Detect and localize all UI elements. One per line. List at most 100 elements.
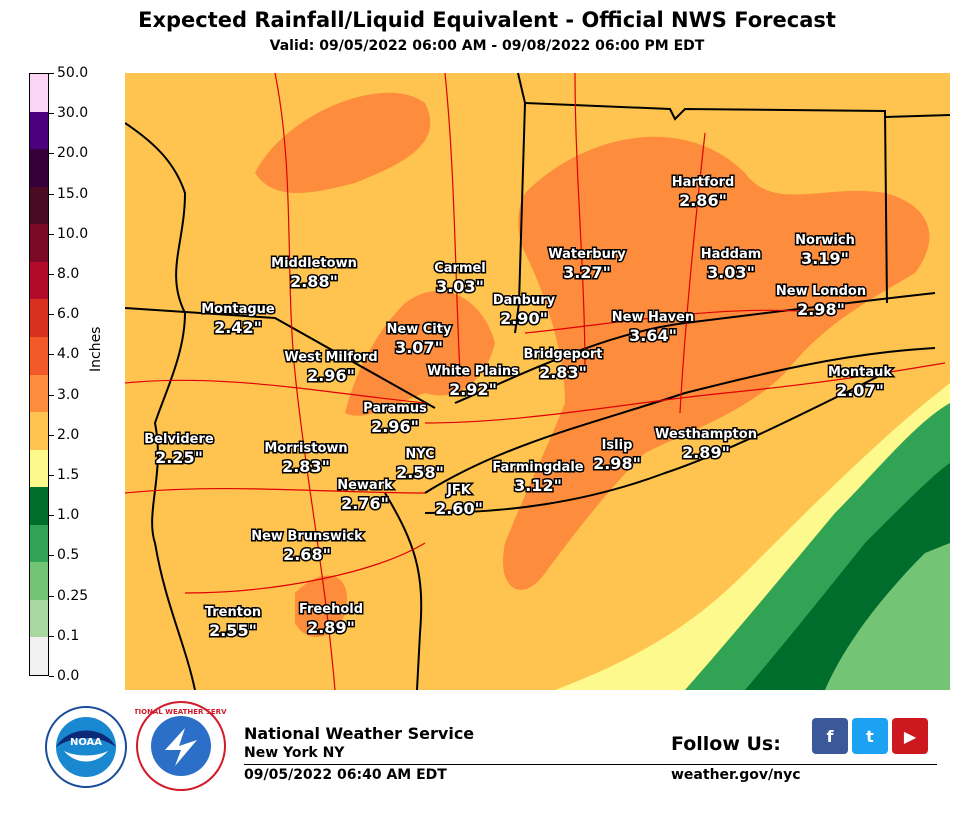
colorbar-tick-label: 0.0 [57, 668, 80, 684]
station-value: 2.42" [214, 318, 262, 337]
colorbar-tick-label: 50.0 [57, 65, 89, 81]
station-name: Trenton [205, 605, 261, 620]
follow-us-label: Follow Us: [671, 733, 781, 755]
colorbar-tick-label: 30.0 [57, 105, 89, 121]
issued-time: 09/05/2022 06:40 AM EDT [244, 767, 447, 783]
youtube-icon[interactable]: ▶ [892, 718, 928, 754]
colorbar-tick [49, 274, 54, 275]
station-name: New City [387, 322, 452, 337]
station-name: Middletown [271, 256, 357, 271]
agency-name: National Weather Service [244, 724, 475, 743]
colorbar-tick [49, 555, 54, 556]
colorbar-tick-label: 0.5 [57, 547, 80, 563]
heavy-rain-zone-ct [503, 136, 930, 590]
colorbar-tick-label: 15.0 [57, 186, 89, 202]
ny-ct-border [514, 73, 527, 334]
station-value: 2.68" [283, 545, 331, 564]
station-value: 2.89" [682, 443, 730, 462]
interstate-roads [125, 73, 946, 690]
station-value: 2.98" [593, 454, 641, 473]
noaa-logo[interactable]: NOAA [44, 705, 128, 789]
nws-logo[interactable]: NATIONAL WEATHER SERVICE [135, 700, 227, 792]
station-name: Montague [201, 302, 275, 317]
twitter-icon[interactable]: t [852, 718, 888, 754]
colorbar-segment [30, 562, 48, 600]
colorbar-tick-label: 0.1 [57, 628, 80, 644]
station-value: 2.89" [307, 618, 355, 637]
station-value: 2.98" [797, 300, 845, 319]
station-value: 2.96" [371, 417, 419, 436]
station-value: 2.60" [435, 499, 483, 518]
station-value: 3.07" [395, 338, 443, 357]
colorbar-tick-label: 4.0 [57, 346, 80, 362]
very-light-rain-zone [825, 543, 950, 690]
delaware-river-border [125, 122, 196, 690]
station-value: 2.07" [836, 381, 884, 400]
ct-north-border [524, 102, 888, 304]
colorbar-tick-label: 20.0 [57, 145, 89, 161]
colorbar-tick-label: 8.0 [57, 266, 80, 282]
station-name: Freehold [299, 602, 363, 617]
station-value: 3.12" [514, 476, 562, 495]
station-value: 3.03" [707, 263, 755, 282]
colorbar-segment [30, 111, 48, 150]
station-value: 3.19" [801, 249, 849, 268]
ct-ri-north-border [884, 114, 950, 118]
colorbar-segment [30, 412, 48, 450]
station-value: 2.76" [341, 494, 389, 513]
colorbar-tick [49, 636, 54, 637]
footer-divider [244, 764, 937, 765]
station-name: Haddam [701, 247, 762, 262]
colorbar-tick [49, 435, 54, 436]
colorbar-tick [49, 73, 54, 74]
colorbar-tick [49, 113, 54, 114]
colorbar-tick-label: 0.25 [57, 588, 89, 604]
colorbar-segment [30, 149, 48, 187]
colorbar-segment [30, 637, 48, 675]
nws-logo-text: NATIONAL WEATHER SERVICE [135, 708, 227, 716]
facebook-icon[interactable]: f [812, 718, 848, 754]
nj-shore [384, 492, 423, 690]
station-name: Hartford [672, 175, 735, 190]
long-island-shoreline [424, 347, 936, 494]
colorbar-segment [30, 186, 48, 225]
colorbar-segment [30, 599, 48, 638]
station-value: 2.83" [539, 363, 587, 382]
website-link[interactable]: weather.gov/nyc [671, 767, 801, 783]
station-name: Paramus [363, 401, 427, 416]
station-value: 2.55" [209, 621, 257, 640]
nj-ny-border [125, 307, 436, 409]
station-value: 2.90" [500, 309, 548, 328]
colorbar-segment [30, 374, 48, 413]
colorbar-segment [30, 224, 48, 262]
station-name: New London [776, 284, 866, 299]
